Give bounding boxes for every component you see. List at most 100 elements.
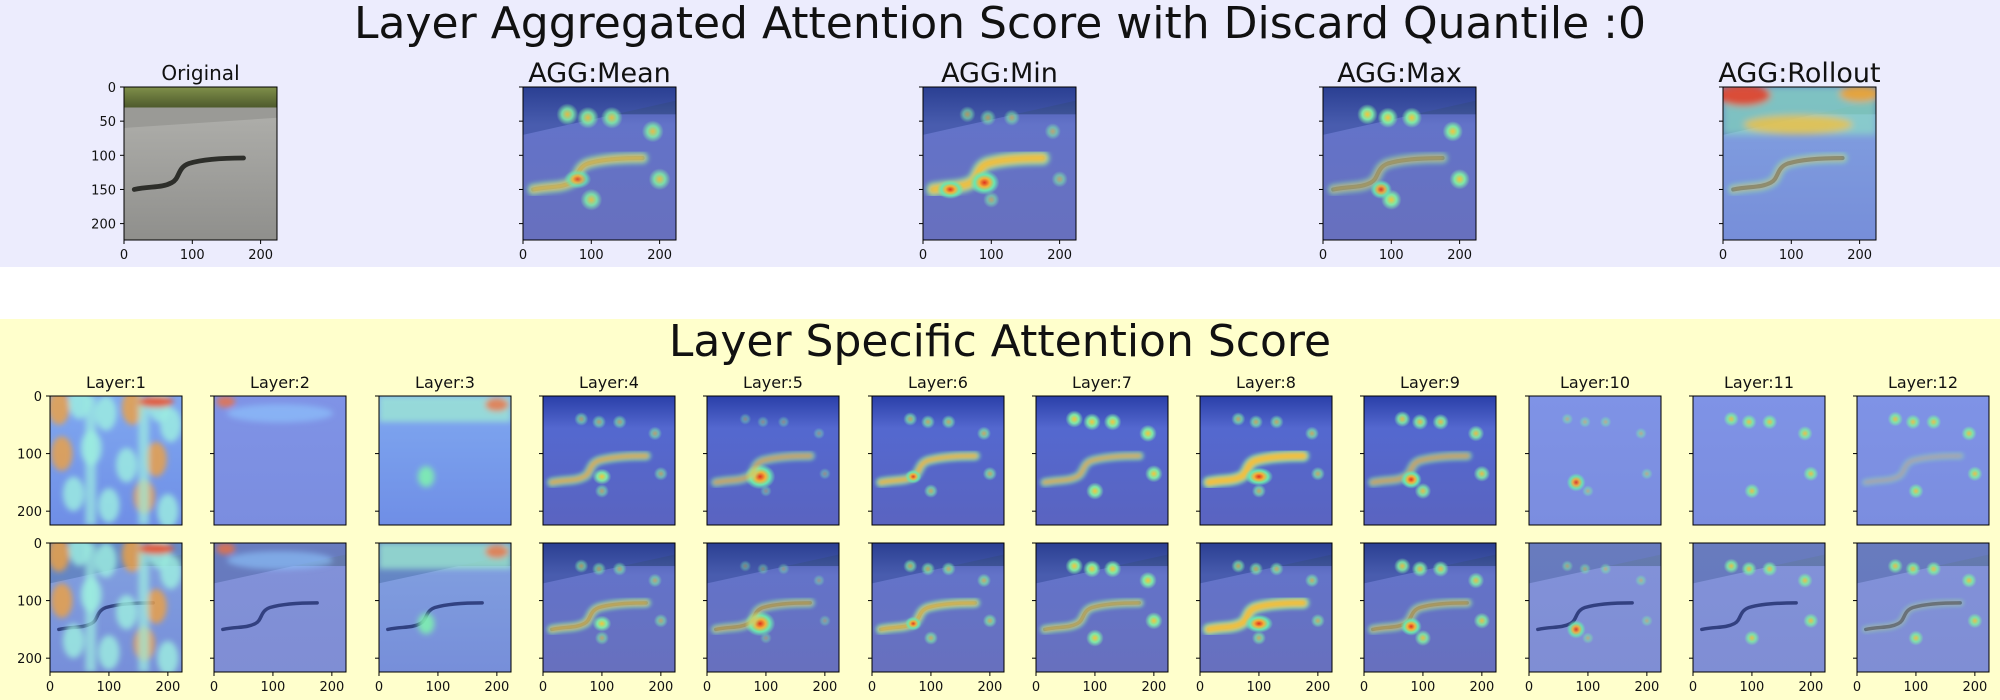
x-tick-label: 200 <box>1798 680 1823 695</box>
x-tick-label: 100 <box>1576 680 1601 695</box>
panel-title: Layer:9 <box>1400 373 1460 392</box>
y-tick-label: 150 <box>91 183 116 198</box>
layer-map-1: Layer:1 0 100 200 <box>17 373 183 526</box>
panel-title: Layer:11 <box>1724 373 1794 392</box>
layer-overlay-4: 0 100 200 <box>539 542 676 695</box>
panel-title: Layer:6 <box>908 373 968 392</box>
layer-overlay-7: 0 100 200 <box>1032 542 1169 695</box>
x-tick-label: 100 <box>1247 680 1272 695</box>
panel-title: Layer:10 <box>1560 373 1630 392</box>
panel-title: Original <box>161 61 239 85</box>
x-tick-label: 0 <box>210 680 218 695</box>
x-tick-label: 100 <box>1740 680 1765 695</box>
x-tick-label: 200 <box>648 680 673 695</box>
x-tick-label: 0 <box>519 248 527 263</box>
x-tick-label: 200 <box>1047 248 1072 263</box>
layer-title: Layer Specific Attention Score <box>668 316 1332 367</box>
layer-overlay-3: 0 100 200 <box>375 542 512 695</box>
x-tick-label: 200 <box>1447 248 1472 263</box>
layer-map-9: Layer:9 <box>1360 373 1497 526</box>
x-tick-label: 100 <box>919 680 944 695</box>
x-tick-label: 200 <box>484 680 509 695</box>
x-tick-label: 100 <box>579 248 604 263</box>
x-tick-label: 0 <box>1319 248 1327 263</box>
x-tick-label: 100 <box>180 248 205 263</box>
x-tick-label: 0 <box>1689 680 1697 695</box>
x-tick-label: 0 <box>1719 248 1727 263</box>
x-tick-label: 100 <box>754 680 779 695</box>
x-tick-label: 100 <box>1379 248 1404 263</box>
layer-map-6: Layer:6 <box>868 373 1005 526</box>
x-tick-label: 100 <box>261 680 286 695</box>
panel-title: AGG:Min <box>941 58 1058 89</box>
layer-map-3: Layer:3 <box>375 373 512 526</box>
x-tick-label: 0 <box>46 680 54 695</box>
x-tick-label: 0 <box>539 680 547 695</box>
x-tick-label: 0 <box>1525 680 1533 695</box>
y-tick-label: 0 <box>34 537 42 552</box>
x-tick-label: 100 <box>426 680 451 695</box>
x-tick-label: 0 <box>1032 680 1040 695</box>
layer-overlay-9: 0 100 200 <box>1360 542 1497 695</box>
x-tick-label: 200 <box>1469 680 1494 695</box>
x-tick-label: 0 <box>120 248 128 263</box>
x-tick-label: 200 <box>248 248 273 263</box>
x-tick-label: 0 <box>1360 680 1368 695</box>
layer-overlay-2: 0 100 200 <box>210 542 347 695</box>
panel-title: Layer:8 <box>1236 373 1296 392</box>
x-tick-label: 200 <box>1305 680 1330 695</box>
x-tick-label: 200 <box>647 248 672 263</box>
y-tick-label: 100 <box>17 595 42 610</box>
layer-overlay-12: 0 100 200 <box>1853 542 1990 695</box>
x-tick-label: 200 <box>977 680 1002 695</box>
x-tick-label: 200 <box>1634 680 1659 695</box>
panel-title: Layer:1 <box>86 373 146 392</box>
x-tick-label: 100 <box>1904 680 1929 695</box>
panel-title: AGG:Mean <box>528 58 671 89</box>
layer-map-12: Layer:12 <box>1853 373 1990 526</box>
x-tick-label: 200 <box>319 680 344 695</box>
layer-overlay-8: 0 100 200 <box>1196 542 1333 695</box>
layer-map-4: Layer:4 <box>539 373 676 526</box>
layer-map-7: Layer:7 <box>1032 373 1169 526</box>
layer-map-5: Layer:5 <box>703 373 840 526</box>
panel-title: Layer:12 <box>1888 373 1958 392</box>
x-tick-label: 0 <box>1853 680 1861 695</box>
panel-rollout: AGG:Rollout 0 100 200 <box>1718 58 1880 263</box>
layer-map-2: Layer:2 <box>210 373 347 526</box>
x-tick-label: 200 <box>1141 680 1166 695</box>
x-tick-label: 0 <box>919 248 927 263</box>
layer-overlay-1: 0 100 200 0 100 200 <box>17 537 183 695</box>
panel-mean: AGG:Mean 0 100 200 <box>519 58 677 263</box>
layer-map-8: Layer:8 <box>1196 373 1333 526</box>
x-tick-label: 0 <box>868 680 876 695</box>
y-tick-label: 200 <box>17 505 42 520</box>
x-tick-label: 200 <box>1962 680 1987 695</box>
y-tick-label: 100 <box>91 149 116 164</box>
x-tick-label: 100 <box>1779 248 1804 263</box>
x-tick-label: 0 <box>703 680 711 695</box>
panel-min: AGG:Min 0 100 200 <box>919 58 1077 263</box>
panel-photo: Original 0 100 200 0 50 100 150 200 <box>91 61 278 263</box>
panel-title: AGG:Max <box>1337 58 1462 89</box>
panel-title: Layer:3 <box>415 373 475 392</box>
x-tick-label: 100 <box>1083 680 1108 695</box>
aggregated-title: Layer Aggregated Attention Score with Di… <box>354 0 1646 49</box>
x-tick-label: 100 <box>97 680 122 695</box>
panel-title: AGG:Rollout <box>1718 58 1880 89</box>
panel-title: Layer:5 <box>743 373 803 392</box>
panel-title: Layer:7 <box>1072 373 1132 392</box>
y-tick-label: 200 <box>17 652 42 667</box>
y-tick-label: 0 <box>34 390 42 405</box>
x-tick-label: 0 <box>375 680 383 695</box>
y-tick-label: 100 <box>17 448 42 463</box>
x-tick-label: 0 <box>1196 680 1204 695</box>
x-tick-label: 100 <box>590 680 615 695</box>
x-tick-label: 200 <box>812 680 837 695</box>
x-tick-label: 200 <box>1847 248 1872 263</box>
panel-title: Layer:4 <box>579 373 639 392</box>
y-tick-label: 50 <box>99 115 116 130</box>
y-tick-label: 0 <box>108 81 116 96</box>
